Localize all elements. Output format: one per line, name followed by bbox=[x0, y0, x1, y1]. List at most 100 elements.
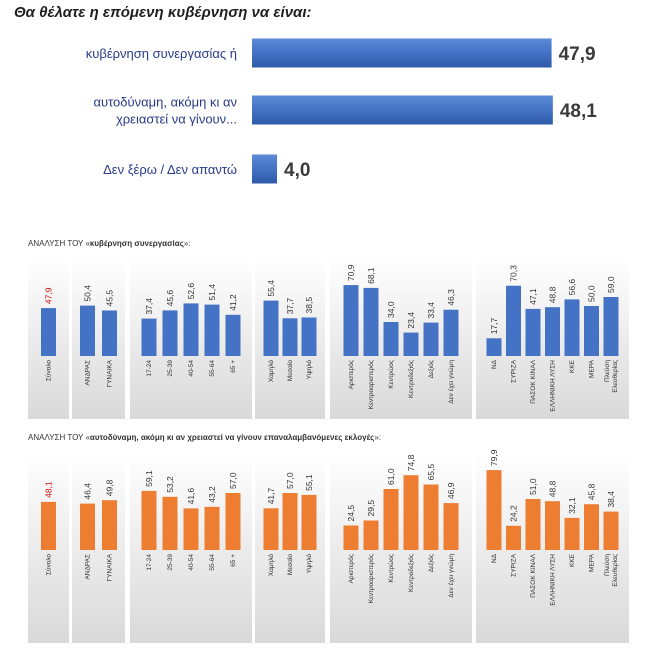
analysis-value-label: 33,4 bbox=[426, 302, 436, 319]
analysis-bar bbox=[486, 338, 502, 356]
analysis-category-label: ΜΕΡΑ bbox=[589, 553, 596, 572]
analysis-category-label: Πλεύση bbox=[603, 360, 611, 382]
analysis-bar bbox=[102, 500, 117, 550]
analysis-category-label: Υψηλό bbox=[305, 554, 313, 574]
analysis-category-label: ΣΥΡΙΖΑ bbox=[511, 553, 518, 576]
analysis-bar bbox=[443, 309, 459, 356]
analysis-value-label: 46,4 bbox=[83, 483, 93, 500]
analysis-value-label: 48,8 bbox=[548, 480, 558, 497]
analysis-category-label: Κεντροαριστερός bbox=[367, 554, 375, 603]
analysis-bar bbox=[443, 503, 459, 550]
analysis-value-label: 55,1 bbox=[304, 474, 314, 491]
page-title: Θα θέλατε η επόμενη κυβέρνηση να είναι: bbox=[14, 4, 312, 21]
analysis-category-label: Κεντρώος bbox=[387, 360, 395, 389]
analysis-value-label: 59,0 bbox=[606, 276, 616, 293]
analysis-bar bbox=[343, 285, 359, 356]
analysis-bar bbox=[383, 489, 399, 550]
analysis-value-label: 17,7 bbox=[489, 317, 499, 334]
analysis-category-label: Δεξιός bbox=[427, 554, 435, 572]
analysis-category-label: Ελευθερίας bbox=[611, 360, 619, 393]
analysis-value-label: 61,0 bbox=[386, 468, 396, 485]
analysis-bar bbox=[343, 525, 359, 550]
analysis-bar bbox=[403, 332, 419, 356]
analysis-category-label: Μεσαίο bbox=[286, 554, 294, 576]
analysis-category-label: Πλεύση bbox=[603, 554, 611, 576]
analysis-category-label: ΓΥΝΑΙΚΑ bbox=[107, 359, 114, 387]
analysis-value-label: 34,0 bbox=[386, 301, 396, 318]
analysis-category-label: Υψηλό bbox=[305, 360, 313, 380]
analysis-bar bbox=[162, 496, 178, 550]
main-bar-chart: κυβέρνηση συνεργασίας ή 47,9 αυτοδύναμη, α… bbox=[86, 38, 597, 184]
analysis-category-label: Σύνολο bbox=[45, 360, 53, 381]
analysis-category-label: 17-24 bbox=[146, 554, 153, 571]
analysis-bar bbox=[263, 508, 279, 550]
analysis-value-label: 45,8 bbox=[587, 483, 597, 500]
analysis-bar bbox=[383, 322, 399, 356]
analysis-bar bbox=[525, 499, 541, 550]
analysis-bar bbox=[545, 501, 560, 550]
analysis-panel-bg bbox=[72, 452, 125, 643]
analysis-bar bbox=[301, 317, 317, 356]
analysis-title: ΑΝΑΛΥΣΗ ΤΟΥ «κυβέρνηση συνεργασίας»: bbox=[28, 239, 191, 248]
analysis-category-label: 40-54 bbox=[188, 554, 195, 571]
analysis-value-label: 41,2 bbox=[228, 294, 238, 311]
analysis-bar bbox=[183, 508, 199, 550]
analysis-category-label: Χαμηλό bbox=[267, 554, 275, 577]
analysis-category-label: Δεξιός bbox=[427, 360, 435, 378]
analysis-bar bbox=[363, 520, 379, 550]
analysis-category-label: ΑΝΔΡΑΣ bbox=[85, 554, 92, 580]
main-bar-2 bbox=[252, 154, 278, 184]
analysis-bar bbox=[80, 305, 95, 356]
analysis-value-label: 79,9 bbox=[489, 449, 499, 466]
analysis-bar bbox=[183, 303, 199, 356]
analysis-category-label: Μεσαίο bbox=[286, 360, 294, 382]
analysis-value-label: 49,8 bbox=[105, 479, 115, 496]
analysis-value-label: 70,9 bbox=[346, 264, 356, 281]
analysis-value-label: 53,2 bbox=[165, 476, 175, 493]
analysis-value-label: 41,7 bbox=[266, 487, 276, 504]
analysis-value-label: 50,4 bbox=[83, 285, 93, 302]
analysis-title: ΑΝΑΛΥΣΗ ΤΟΥ «αυτοδύναμη, ακόμη κι αν χρε… bbox=[28, 433, 381, 442]
analysis-category-label: ΠΑΣΟΚ ΚΙΝΑΛ bbox=[530, 359, 537, 403]
analysis-category-label: ΕΛΛΗΝΙΚΗ ΛΥΣΗ bbox=[550, 360, 557, 412]
analysis-bar bbox=[263, 300, 279, 356]
analysis-category-label: ΚΚΕ bbox=[569, 553, 576, 567]
analysis-value-label: 47,1 bbox=[528, 288, 538, 305]
analysis-bar bbox=[564, 299, 580, 356]
analysis-bar bbox=[141, 318, 157, 356]
analysis-category-label: 55-64 bbox=[209, 360, 216, 377]
analysis-category-label: ΚΚΕ bbox=[569, 359, 576, 373]
analysis-category-label: Χαμηλό bbox=[267, 360, 275, 383]
analysis-value-label: 70,3 bbox=[509, 265, 519, 282]
analysis-bar bbox=[423, 322, 439, 356]
analysis-value-label: 51,4 bbox=[207, 284, 217, 301]
analysis-value-label: 46,9 bbox=[446, 482, 456, 499]
analysis-value-label: 45,5 bbox=[105, 290, 115, 307]
analysis-bar bbox=[584, 504, 599, 550]
analysis-bar bbox=[564, 517, 580, 550]
analysis-bar bbox=[603, 511, 619, 550]
analysis-category-label: ΑΝΔΡΑΣ bbox=[85, 360, 92, 386]
analysis-value-label: 55,4 bbox=[266, 280, 276, 297]
analysis-value-label: 59,1 bbox=[144, 470, 154, 487]
analysis-category-label: Αριστερός bbox=[347, 554, 355, 583]
analysis-value-label: 32,1 bbox=[567, 497, 577, 514]
main-category-label: αυτοδύναμη, ακόμη κι αν bbox=[93, 95, 237, 110]
analysis-bar bbox=[102, 310, 117, 356]
analysis-category-label: Κεντροδεξιός bbox=[407, 360, 415, 398]
analysis-category-label: ΜΕΡΑ bbox=[589, 359, 596, 378]
analysis-bar bbox=[423, 484, 439, 550]
main-bar-1 bbox=[252, 95, 553, 125]
analysis-category-label: 25-39 bbox=[167, 554, 174, 571]
analysis-category-label: Δεν έχει γνώμη bbox=[447, 554, 455, 598]
analysis-category-label: 17-24 bbox=[146, 360, 153, 377]
analysis-category-label: 40-54 bbox=[188, 360, 195, 377]
analysis-chart-coalition: ΑΝΑΛΥΣΗ ΤΟΥ «κυβέρνηση συνεργασίας»: 47,9… bbox=[28, 239, 629, 419]
analysis-bar bbox=[225, 493, 241, 550]
analysis-value-label: 29,5 bbox=[366, 500, 376, 517]
analysis-value-label: 47,9 bbox=[44, 287, 54, 304]
analysis-value-label: 48,8 bbox=[548, 286, 558, 303]
analysis-value-label: 37,4 bbox=[144, 298, 154, 315]
analysis-bar bbox=[506, 525, 521, 550]
analysis-value-label: 38,5 bbox=[304, 297, 314, 314]
